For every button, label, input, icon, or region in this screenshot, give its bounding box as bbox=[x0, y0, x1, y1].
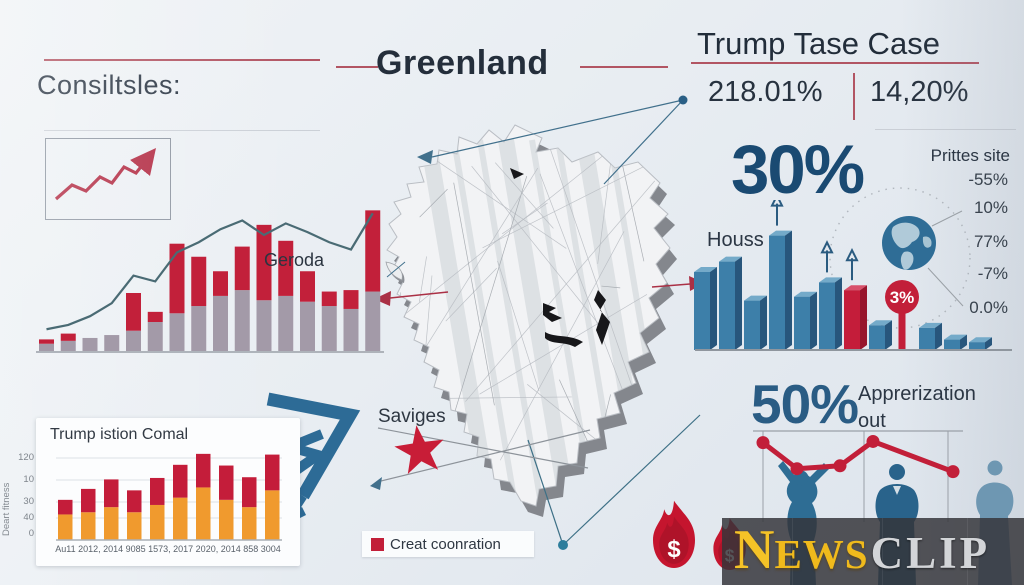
brand-letters-ews: EWS bbox=[774, 531, 869, 577]
big-stat-30: 30% bbox=[731, 131, 865, 208]
stat-divider bbox=[853, 73, 855, 120]
y-tick-30: 30 bbox=[23, 496, 34, 507]
svg-text:$: $ bbox=[667, 536, 680, 563]
prittes-value-3: -7% bbox=[977, 264, 1008, 283]
stacked-bar-chart bbox=[56, 453, 282, 541]
header-left-label: Consiltsles: bbox=[37, 70, 182, 100]
prittes-value-0: -55% bbox=[968, 170, 1008, 189]
y-tick-120: 120 bbox=[18, 452, 34, 463]
y-tick-40: 40 bbox=[23, 512, 34, 523]
header-left-rule bbox=[44, 59, 320, 61]
y-tick-0: 0 bbox=[28, 528, 34, 539]
saviges-label: Saviges bbox=[378, 406, 446, 427]
legend-label: Creat coonration bbox=[390, 535, 501, 553]
y-tick-10: 10 bbox=[23, 474, 34, 485]
right-title: Trump Tase Case bbox=[697, 26, 940, 61]
prittes-value-4: 0.0% bbox=[969, 298, 1008, 317]
brand-letters-clip: CLIP bbox=[870, 528, 991, 578]
strip-divider bbox=[792, 518, 793, 585]
prittes-value-1: 10% bbox=[973, 198, 1008, 217]
page-title: Greenland bbox=[376, 44, 549, 82]
right-title-rule bbox=[691, 62, 979, 64]
title-rule-left bbox=[336, 66, 378, 68]
blue-3d-bar-chart: 3% bbox=[694, 200, 1012, 351]
right-stats-underline bbox=[875, 129, 1016, 130]
stat-value-1: 218.01% bbox=[708, 76, 823, 108]
big-stat-50: 50% bbox=[751, 373, 859, 435]
brand-strip bbox=[722, 518, 1024, 585]
strip-divider bbox=[882, 518, 883, 585]
strip-divider bbox=[967, 518, 968, 585]
prittes-value-2: 77% bbox=[973, 232, 1008, 251]
svg-text:3%: 3% bbox=[890, 288, 915, 307]
legend-item: Creat coonration bbox=[362, 531, 534, 557]
combo-chart bbox=[36, 210, 384, 353]
stacked-chart-x-label: Au11 2012, 2014 9085 1573, 2017 2020, 20… bbox=[55, 544, 281, 554]
brand-letter-n: N bbox=[734, 519, 775, 581]
appr-label-line1: Apprerization bbox=[858, 383, 976, 405]
trend-thumbnail-box bbox=[45, 138, 171, 220]
decline-line-chart bbox=[753, 430, 963, 522]
newsclip-logo: N EWS CLIP bbox=[734, 519, 990, 581]
prittes-title: Prittes site bbox=[930, 146, 1010, 165]
stat-value-2: 14,20% bbox=[870, 76, 969, 108]
appr-label-line2: out bbox=[858, 410, 886, 432]
legend-red-swatch bbox=[371, 537, 384, 551]
title-rule-right bbox=[580, 66, 668, 68]
stacked-chart-title: Trump istion Comal bbox=[50, 426, 189, 443]
trend-line-icon bbox=[54, 148, 156, 201]
combo-chart-annotation: Geroda bbox=[264, 250, 325, 270]
houss-label: Houss bbox=[707, 229, 764, 251]
stacked-chart-panel: Trump istion Comal Au11 2012, 2014 9085 … bbox=[36, 418, 300, 566]
header-left-underline bbox=[44, 130, 320, 131]
